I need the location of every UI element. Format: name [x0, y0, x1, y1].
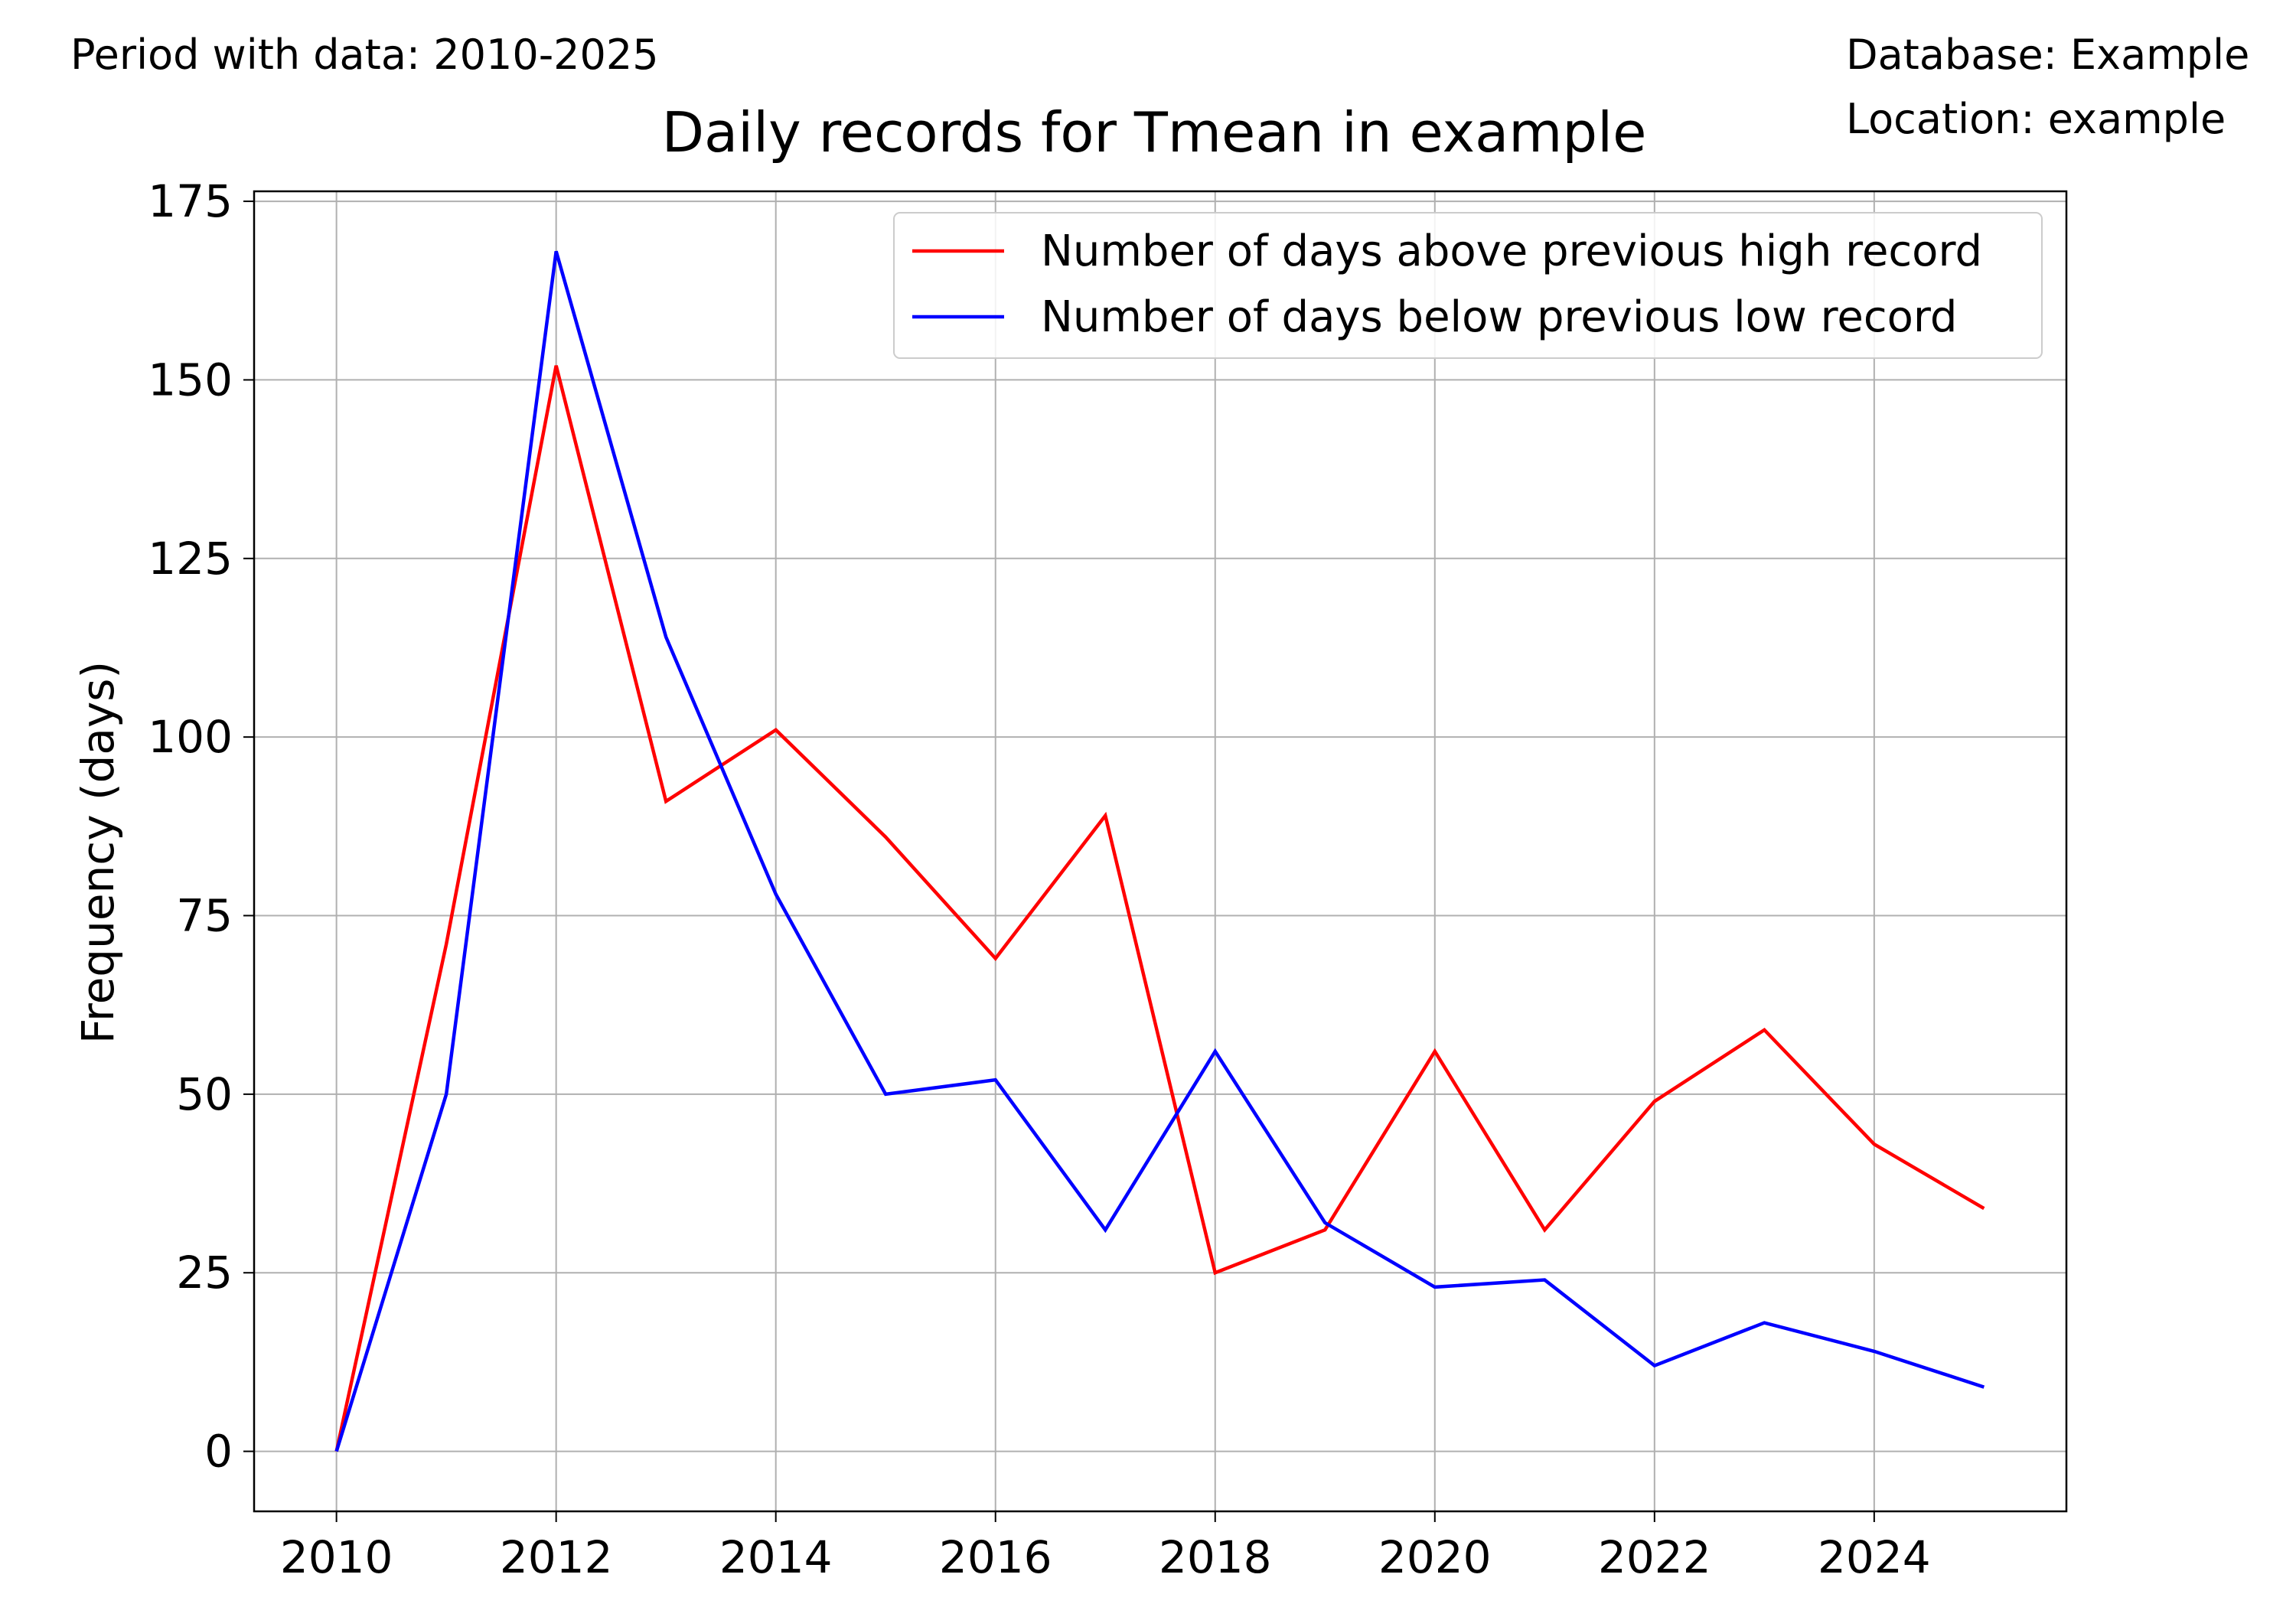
chart-title: Daily records for Tmean in example [662, 100, 1647, 165]
y-tick-label: 0 [204, 1426, 233, 1478]
x-tick-label: 2012 [500, 1531, 613, 1583]
y-tick-label: 125 [148, 533, 233, 585]
y-tick-label: 75 [176, 890, 233, 942]
x-tick-label: 2014 [719, 1531, 833, 1583]
location-text: Location: example [1846, 95, 2226, 143]
x-tick-label: 2010 [280, 1531, 393, 1583]
legend: Number of days above previous high recor… [893, 212, 2043, 359]
y-axis-label: Frequency (days) [72, 661, 124, 1044]
y-tick-label: 150 [148, 354, 233, 406]
series-line-1 [334, 365, 1985, 1452]
x-tick-label: 2016 [939, 1531, 1052, 1583]
x-tick-label: 2018 [1159, 1531, 1272, 1583]
x-tick-label: 2022 [1598, 1531, 1711, 1583]
x-tick-label: 2024 [1818, 1531, 1931, 1583]
legend-label: Number of days below previous low record [1041, 292, 1957, 342]
database-text: Database: Example [1846, 31, 2249, 79]
axes-frame [253, 190, 2068, 1513]
legend-box [893, 212, 2043, 359]
series-line-2 [334, 250, 1985, 1452]
x-tick-label: 2020 [1378, 1531, 1492, 1583]
plot-area: 2010 2012 2014 2016 2018 2020 2022 2024 0 25 50 75 1… [148, 175, 2068, 1583]
legend-label: Number of days above previous high recor… [1041, 227, 1982, 276]
y-tick-label: 175 [148, 175, 233, 227]
y-tick-label: 25 [176, 1247, 233, 1299]
period-text: Period with data: 2010-2025 [70, 31, 659, 79]
y-tick-label: 50 [176, 1068, 233, 1120]
y-tick-label: 100 [148, 711, 233, 763]
